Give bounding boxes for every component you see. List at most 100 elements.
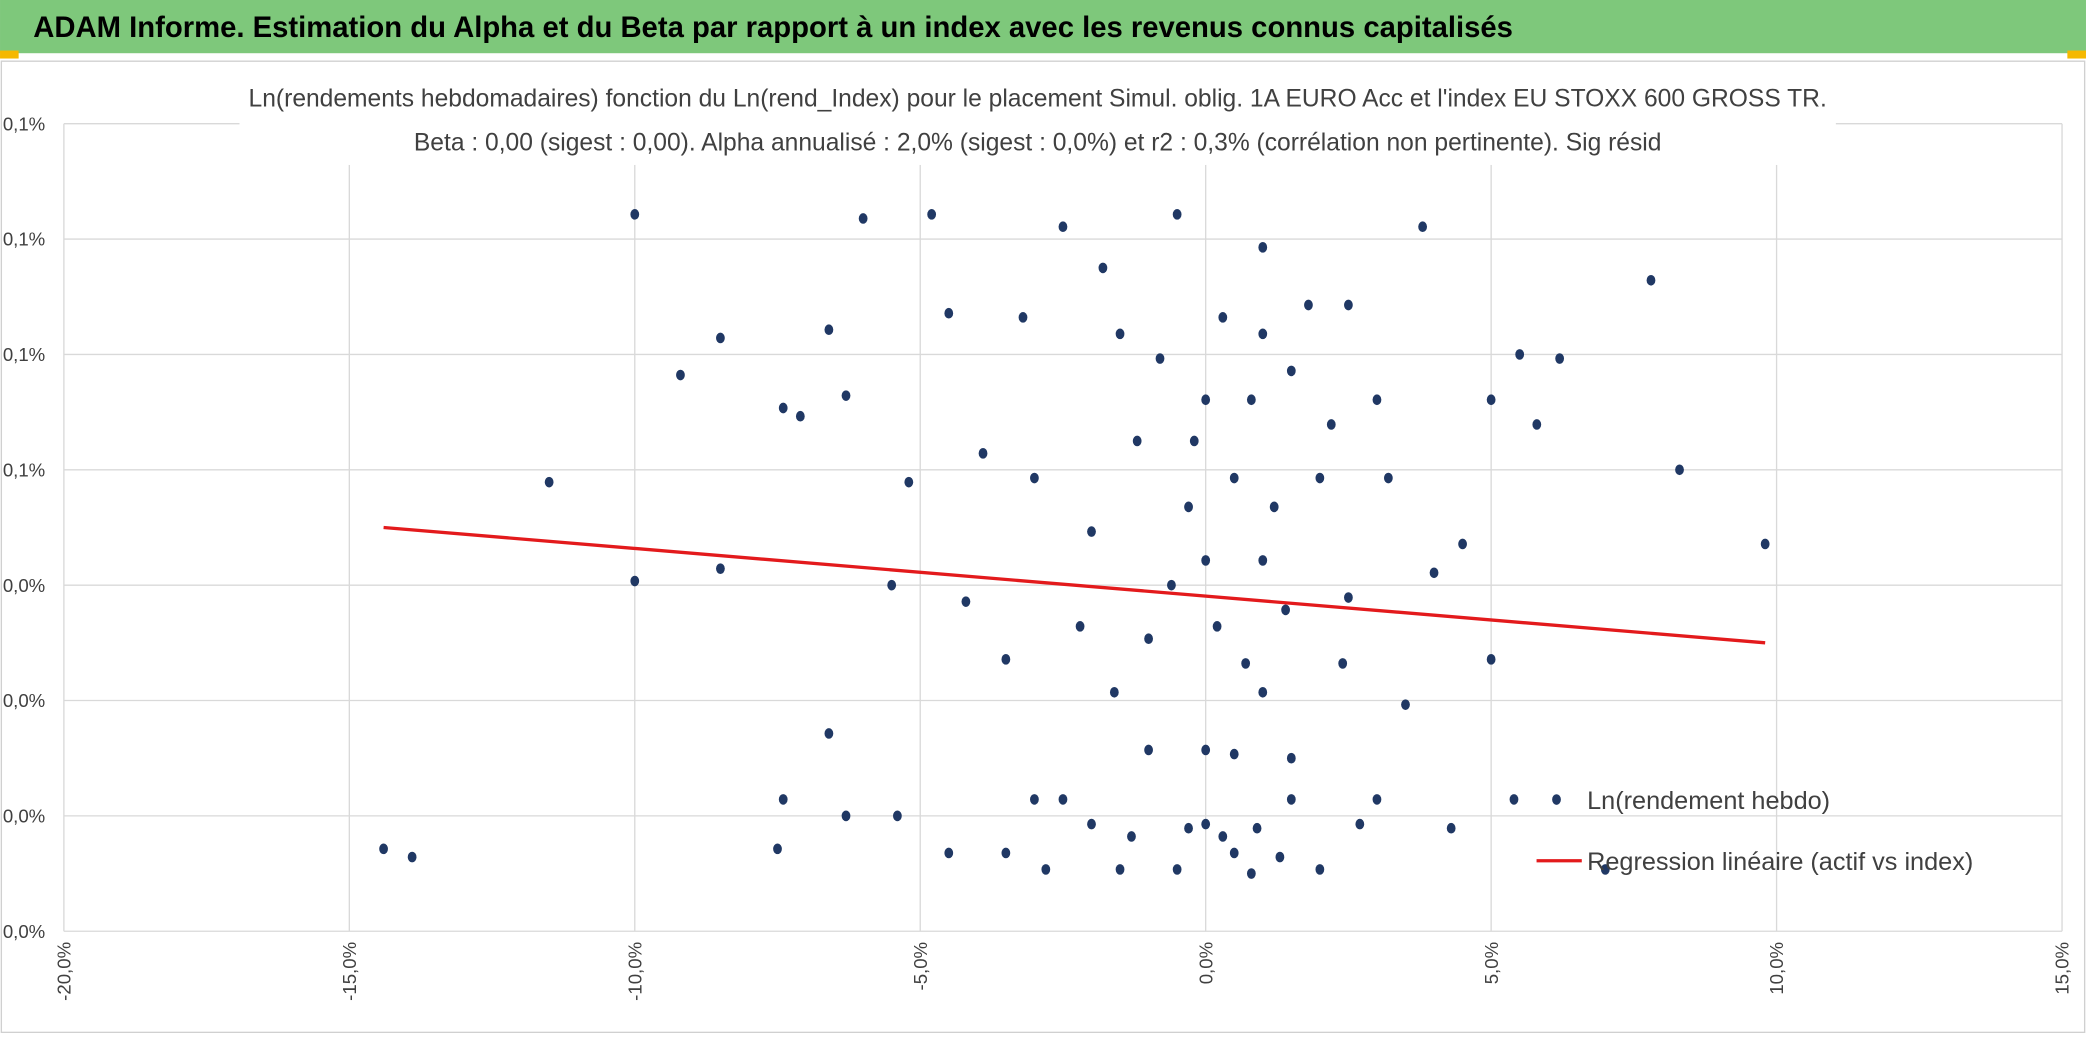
title-bg: [239, 82, 1836, 165]
point: [1229, 748, 1239, 760]
point: [778, 402, 788, 414]
point: [1109, 686, 1119, 698]
corner: [2067, 50, 2086, 59]
point: [1344, 299, 1353, 311]
point: [1218, 831, 1228, 842]
point: [824, 324, 834, 336]
point: [1675, 464, 1684, 476]
point: [1001, 847, 1011, 859]
point: [795, 410, 805, 422]
point: [1486, 653, 1496, 665]
point: [927, 209, 937, 220]
header-bar: [0, 0, 2086, 54]
point: [944, 847, 954, 859]
point: [1172, 864, 1182, 875]
point: [1229, 847, 1239, 859]
point: [1201, 394, 1211, 406]
point: [1246, 868, 1256, 879]
point: [904, 476, 914, 488]
point: [1315, 864, 1325, 875]
point: [1184, 822, 1193, 834]
point: [1338, 658, 1348, 669]
point: [1241, 658, 1251, 669]
point: [1144, 633, 1153, 645]
point: [630, 575, 640, 587]
point: [716, 563, 725, 574]
point: [978, 447, 988, 459]
point: [773, 843, 782, 855]
point: [1344, 592, 1353, 603]
point: [887, 579, 897, 591]
point: [1372, 394, 1382, 406]
point: [841, 810, 851, 822]
y-tick-label: 0,1%: [3, 229, 45, 250]
point: [1218, 312, 1228, 323]
point: [1326, 419, 1336, 430]
point: [1132, 435, 1142, 447]
point: [1258, 686, 1268, 698]
point: [1355, 818, 1365, 830]
point: [1058, 794, 1068, 805]
header-title: ADAM Informe. Estimation du Alpha et du …: [33, 12, 1513, 44]
y-tick-label: 0,1%: [3, 344, 45, 365]
point: [1286, 794, 1296, 805]
point: [858, 213, 868, 224]
point: [1246, 394, 1256, 406]
point: [1286, 365, 1296, 377]
point: [1001, 653, 1011, 665]
corner: [0, 50, 19, 59]
point: [1275, 851, 1285, 863]
point: [1646, 274, 1656, 286]
point: [1229, 472, 1239, 484]
y-tick-label: 0,0%: [3, 921, 45, 942]
point: [1212, 621, 1222, 632]
point: [1281, 604, 1290, 616]
point: [407, 851, 417, 863]
point: [1058, 221, 1068, 233]
point: [379, 843, 388, 855]
x-tick-label: -20,0%: [54, 942, 75, 1001]
x-tick-label: -5,0%: [910, 942, 931, 991]
point: [944, 307, 954, 319]
point: [1201, 818, 1211, 830]
chart-title: Ln(rendements hebdomadaires) fonction du…: [249, 85, 1827, 112]
x-tick-label: -15,0%: [339, 942, 360, 1001]
point: [1446, 822, 1456, 834]
point: [1144, 744, 1153, 756]
point: [1075, 621, 1085, 632]
point: [1258, 328, 1268, 340]
point: [961, 596, 971, 607]
point: [1458, 538, 1467, 550]
point: [1087, 526, 1096, 537]
point: [630, 209, 640, 220]
x-tick-label: 10,0%: [1766, 942, 1787, 995]
x-tick-label: 0,0%: [1195, 942, 1216, 984]
point: [1201, 744, 1211, 756]
point: [1018, 312, 1028, 323]
point: [1189, 435, 1199, 447]
point: [1030, 472, 1039, 484]
point: [716, 332, 725, 344]
point: [1115, 864, 1125, 875]
point: [1304, 299, 1313, 311]
x-tick-label: 5,0%: [1481, 942, 1502, 984]
x-tick-label: -10,0%: [624, 942, 645, 1001]
point: [676, 369, 685, 381]
point: [1087, 818, 1096, 830]
point: [1372, 794, 1382, 805]
point: [1030, 794, 1039, 805]
point: [1184, 501, 1193, 513]
point: [1115, 328, 1125, 340]
point: [1172, 209, 1182, 220]
point: [1201, 555, 1211, 566]
point: [1258, 241, 1268, 253]
point: [1258, 555, 1268, 566]
point: [824, 728, 834, 739]
point: [778, 794, 788, 805]
legend-label: Regression linéaire (actif vs index): [1587, 848, 1973, 876]
point: [1315, 472, 1325, 484]
point: [1429, 567, 1439, 579]
point: [1269, 501, 1279, 513]
